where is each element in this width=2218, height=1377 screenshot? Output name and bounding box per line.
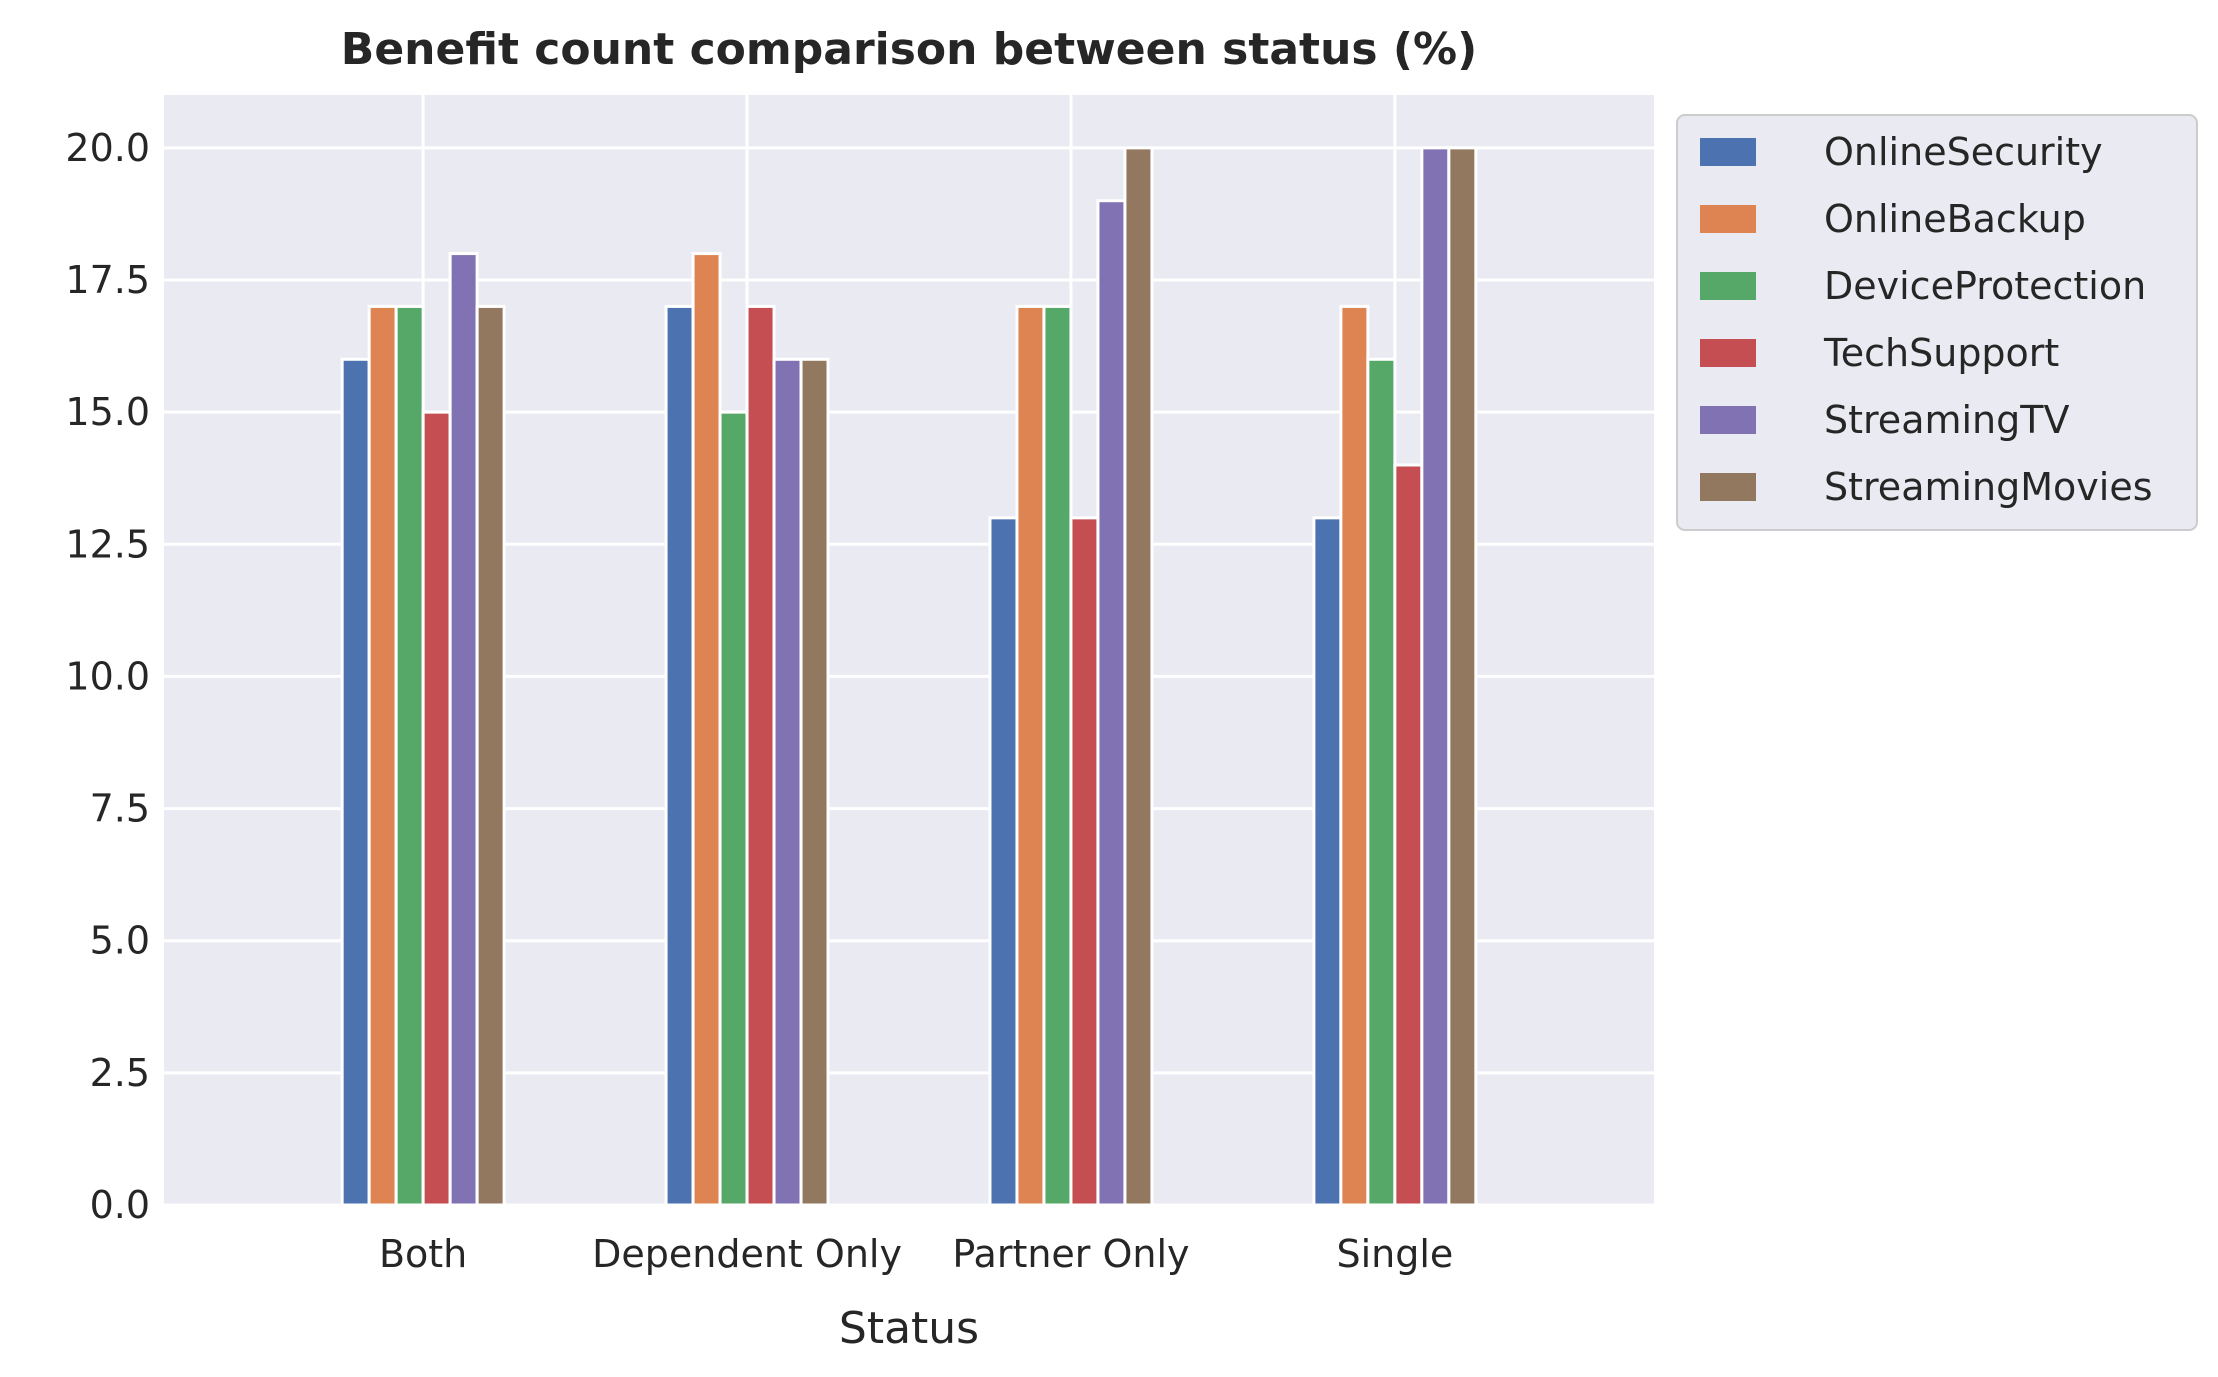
y-tick-label: 10.0 [65,654,150,698]
bar [1123,146,1154,1207]
legend-label: StreamingMovies [1824,465,2153,509]
legend-frame [1676,114,2198,531]
bar [448,252,479,1207]
bar [394,304,425,1207]
y-tick-label: 0.0 [90,1183,150,1227]
chart-title: Benefit count comparison between status … [341,24,1477,75]
legend-label: TechSupport [1823,331,2059,375]
x-tick-label: Single [1336,1232,1453,1276]
bar [1042,304,1073,1207]
bar [1366,357,1397,1207]
bars [340,146,1478,1207]
bar [421,410,452,1207]
legend-swatch [1700,205,1756,233]
legend-swatch [1700,339,1756,367]
x-axis-label: Status [839,1303,979,1354]
bar [745,304,776,1207]
bar [1339,304,1370,1207]
legend-swatch [1700,272,1756,300]
y-tick-label: 20.0 [65,126,150,170]
legend-label: OnlineBackup [1824,197,2086,241]
bar [691,252,722,1207]
legend-swatch [1700,473,1756,501]
bar [772,357,803,1207]
bar [1393,463,1424,1207]
y-tick-labels: 0.0 2.5 5.0 7.5 10.0 12.5 15.0 17.5 20.0 [65,126,150,1227]
y-tick-label: 15.0 [65,390,150,434]
bar [1447,146,1478,1207]
x-tick-label: Dependent Only [592,1232,902,1276]
bar [1420,146,1451,1207]
bar [1069,516,1100,1207]
legend-label: OnlineSecurity [1824,130,2103,174]
bar [718,410,749,1207]
y-tick-label: 12.5 [65,522,150,566]
bar [1312,516,1343,1207]
legend-swatch [1700,138,1756,166]
bar [1096,199,1127,1207]
bar [475,304,506,1207]
x-tick-labels: Both Dependent Only Partner Only Single [379,1232,1453,1276]
bar [367,304,398,1207]
x-tick-label: Partner Only [952,1232,1189,1276]
legend-swatch [1700,406,1756,434]
y-tick-label: 7.5 [90,787,150,831]
bar [340,357,371,1207]
legend-label: StreamingTV [1824,398,2069,442]
legend-label: DeviceProtection [1824,264,2146,308]
legend: OnlineSecurity OnlineBackup DeviceProtecti… [1676,114,2198,531]
bar [799,357,830,1207]
y-tick-label: 2.5 [90,1051,150,1095]
x-tick-label: Both [379,1232,467,1276]
y-tick-label: 17.5 [65,258,150,302]
bar [664,304,695,1207]
bar [988,516,1019,1207]
bar [1015,304,1046,1207]
y-tick-label: 5.0 [90,919,150,963]
